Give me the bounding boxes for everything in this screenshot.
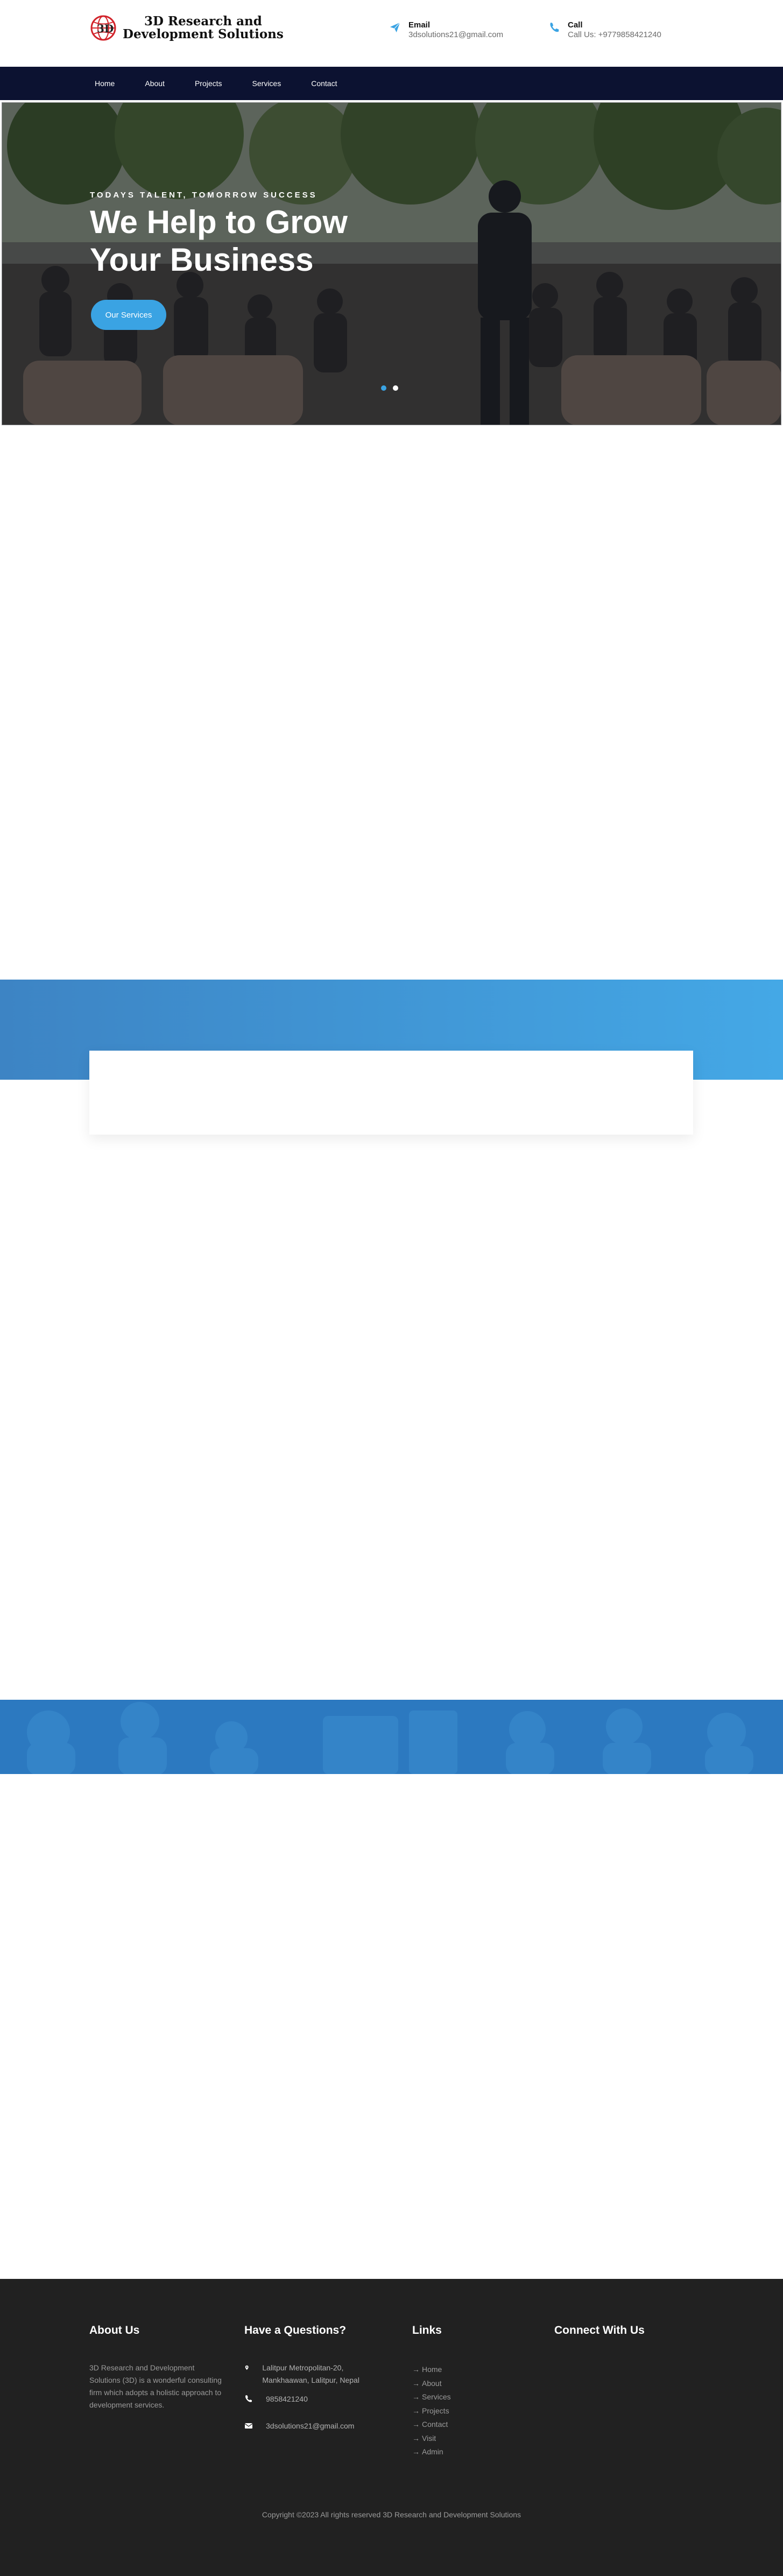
footer-about-heading: About Us [89,2324,140,2336]
arrow-right-icon: → [412,2392,420,2401]
footer-connect-heading: Connect With Us [554,2324,645,2336]
logo-line-2: Development Solutions [123,27,284,41]
footer-address-text: Lalitpur Metropolitan-20, Mankhaawan, La… [262,2363,359,2384]
slider-dot-2[interactable] [393,385,398,391]
paper-plane-icon [390,22,400,33]
footer-link-about[interactable]: → About [412,2378,442,2388]
footer-link-contact[interactable]: → Contact [412,2420,448,2429]
footer-link-home[interactable]: → Home [412,2365,442,2374]
envelope-icon [244,2423,253,2429]
hero-background-photo [2,102,781,425]
footer-questions-heading: Have a Questions? [244,2324,347,2336]
slider-dot-1[interactable] [381,385,386,391]
call-value[interactable]: Call Us: +9779858421240 [568,30,661,39]
nav-item-contact[interactable]: Contact [311,79,337,88]
footer-connect: Connect With Us [554,2324,662,2346]
nav-item-home[interactable]: Home [95,79,115,88]
footer-links: Links → Home → About → Services → Projects →… [412,2324,509,2469]
nav-item-projects[interactable]: Projects [194,79,222,88]
arrow-right-icon: → [412,2406,420,2415]
call-title: Call [568,20,583,30]
nav-item-services[interactable]: Services [252,79,281,88]
top-header: 3D 3D Research and Development Solutions… [0,0,783,67]
footer-copyright: Copyright ©2023 All rights reserved 3D R… [262,2510,521,2519]
phone-icon [245,2395,252,2402]
arrow-right-icon: → [412,2420,420,2429]
globe-logo-icon: 3D [89,14,117,42]
photo-banner [0,1700,783,1774]
hero-title: We Help to Grow Your Business [90,204,348,278]
site-logo[interactable]: 3D 3D Research and Development Solutions [89,14,284,42]
footer-address: Lalitpur Metropolitan-20, Mankhaawan, La… [244,2362,368,2387]
footer-link-services[interactable]: → Services [412,2392,451,2401]
footer-link-visit[interactable]: → Visit [412,2433,436,2443]
main-navigation: Home About Projects Services Contact [0,67,783,100]
floating-card [89,1051,693,1135]
logo-text: 3D Research and Development Solutions [123,15,284,41]
email-title: Email [408,20,431,30]
call-contact: Call Call Us: +9779858421240 [548,20,661,40]
site-footer: About Us 3D Research and Development Sol… [0,2279,783,2576]
logo-line-1: 3D Research and [144,14,262,29]
footer-about: About Us 3D Research and Development Sol… [89,2324,229,2432]
our-services-button[interactable]: Our Services [91,300,166,330]
map-marker-icon [245,2365,249,2370]
footer-link-projects[interactable]: → Projects [412,2406,449,2415]
footer-email[interactable]: 3dsolutions21@gmail.com [244,2420,354,2432]
footer-phone-text: 9858421240 [266,2395,308,2403]
footer-email-text: 3dsolutions21@gmail.com [266,2422,355,2430]
footer-links-heading: Links [412,2324,442,2336]
phone-icon [550,22,559,32]
footer-link-admin[interactable]: → Admin [412,2447,443,2456]
svg-text:3D: 3D [97,22,114,35]
arrow-right-icon: → [412,2433,420,2443]
email-value[interactable]: 3dsolutions21@gmail.com [408,30,504,39]
banner-background-photo [0,1700,783,1774]
footer-phone[interactable]: 9858421240 [244,2393,308,2405]
nav-item-about[interactable]: About [145,79,165,88]
footer-questions: Have a Questions? Lalitpur Metropolitan-… [244,2324,384,2459]
slider-dots [381,385,405,391]
arrow-right-icon: → [412,2447,420,2456]
hero-subtitle: TODAYS TALENT, TOMORROW SUCCESS [90,191,318,200]
arrow-right-icon: → [412,2378,420,2388]
footer-about-text: 3D Research and Development Solutions (3… [89,2363,222,2409]
arrow-right-icon: → [412,2365,420,2374]
footer-links-list: → Home → About → Services → Projects → Contac… [412,2363,451,2459]
email-contact: Email 3dsolutions21@gmail.com [389,20,503,40]
hero-slider: TODAYS TALENT, TOMORROW SUCCESS We Help … [2,102,781,425]
